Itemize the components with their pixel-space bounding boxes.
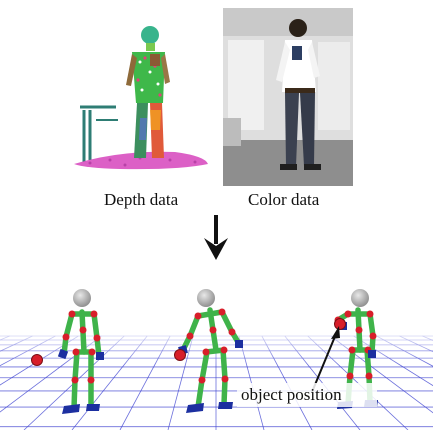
- skeleton-3-head: [351, 289, 369, 307]
- object-ball-1: [31, 354, 43, 366]
- skeleton-2-head: [197, 289, 215, 307]
- depth-data-label: Depth data: [104, 190, 179, 209]
- skeleton-sequence: [0, 289, 433, 431]
- skeleton-1-joints: [62, 310, 101, 384]
- depth-point-cloud: [74, 26, 208, 170]
- object-ball-3: [334, 318, 346, 330]
- color-photo: [223, 8, 353, 186]
- object-position-arrow: [311, 326, 340, 393]
- object-position-label: object position: [241, 385, 342, 404]
- floor-points: [74, 151, 208, 170]
- person-points: [126, 26, 170, 158]
- table-points: [80, 105, 118, 162]
- down-arrow: [204, 215, 228, 260]
- skeleton-2: [181, 307, 241, 410]
- skeleton-1-head: [73, 289, 91, 307]
- object-ball-2: [174, 349, 186, 361]
- skeleton-2-joints: [186, 308, 236, 384]
- color-data-label: Color data: [248, 190, 320, 209]
